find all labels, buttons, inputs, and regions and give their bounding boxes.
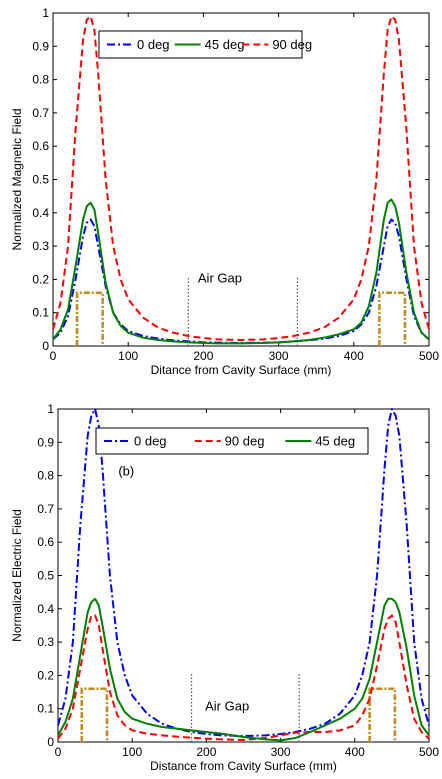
chart2-dielectric-region xyxy=(368,687,397,742)
chart2-y-tick-label: 0 xyxy=(47,735,54,749)
chart2-x-tick-label: 500 xyxy=(419,745,439,759)
chart2-y-tick-label: 0.1 xyxy=(37,702,54,716)
chart2-series-line xyxy=(57,614,430,741)
chart2-annotation: Air Gap xyxy=(205,698,249,713)
chart1-y-tick-label: 0.1 xyxy=(32,306,49,320)
chart1-series-line xyxy=(52,218,430,344)
chart2-legend-box xyxy=(95,427,369,455)
chart1-series-line xyxy=(52,15,430,342)
chart2-series-line xyxy=(57,408,430,738)
chart2-legend-label: 90 deg xyxy=(225,434,265,449)
chart2-x-tick-label: 0 xyxy=(55,745,62,759)
chart2-x-tick-label: 400 xyxy=(345,745,365,759)
chart2-y-tick-label: 0.5 xyxy=(37,569,54,583)
chart2-x-tick-label: 200 xyxy=(196,745,216,759)
chart2-y-axis-label: Normalized Electric Field xyxy=(10,509,24,642)
chart2-y-tick-label: 0.6 xyxy=(37,535,54,549)
chart1-y-tick-label: 0.9 xyxy=(32,39,49,53)
chart1-legend: 0 deg 45 deg 90 deg xyxy=(98,30,312,59)
chart2-y-tick-label: 0.3 xyxy=(37,635,54,649)
chart1-y-tick-label: 1 xyxy=(42,6,49,20)
chart1-y-tick-label: 0.6 xyxy=(32,139,49,153)
chart2-x-tick-label: 300 xyxy=(271,745,291,759)
chart2-legend-label: 0 deg xyxy=(134,434,167,449)
chart1-y-tick-label: 0 xyxy=(42,339,49,353)
chart1-y-tick-label: 0.2 xyxy=(32,272,49,286)
chart2-legend: 0 deg 90 deg 45 deg xyxy=(95,427,369,455)
chart1-x-tick-label: 300 xyxy=(269,349,289,363)
chart2-plot-area xyxy=(57,408,430,743)
chart1-plot-area xyxy=(52,12,430,347)
chart1-annotation: Air Gap xyxy=(198,271,242,286)
chart2-y-tick-label: 0.8 xyxy=(37,469,54,483)
chart2-annotation: (b) xyxy=(118,464,134,479)
chart1-y-tick-label: 0.8 xyxy=(32,73,49,87)
chart2-series-line xyxy=(57,597,430,742)
chart2-y-tick-label: 0.4 xyxy=(37,602,54,616)
chart1-series-line xyxy=(52,198,430,345)
chart2-legend-label: 45 deg xyxy=(315,434,355,449)
chart1-y-tick-label: 0.3 xyxy=(32,239,49,253)
chart1-dielectric-region xyxy=(378,291,407,346)
chart2-y-tick-label: 0.7 xyxy=(37,502,54,516)
chart1-x-tick-label: 200 xyxy=(193,349,213,363)
chart2-dielectric-region xyxy=(80,687,109,742)
chart1-y-tick-label: 0.5 xyxy=(32,173,49,187)
chart1-legend-label: 0 deg xyxy=(137,37,170,52)
chart1-x-tick-label: 400 xyxy=(344,349,364,363)
chart1-y-axis-label: Normalized Magnetic Field xyxy=(10,108,24,250)
chart1-y-tick-label: 0.4 xyxy=(32,206,49,220)
chart2-x-tick-label: 100 xyxy=(122,745,142,759)
chart2-y-tick-label: 0.2 xyxy=(37,668,54,682)
chart2-y-tick-label: 1 xyxy=(47,402,54,416)
chart2-panel: 0 100 200 300 400 500 0 0.1 0.2 0.3 0.4 0.5 0.6 0.7 0.… xyxy=(10,402,439,773)
chart1-x-tick-label: 100 xyxy=(118,349,138,363)
chart1-x-tick-label: 500 xyxy=(419,349,439,363)
chart1-dielectric-region xyxy=(75,291,104,346)
chart1-x-tick-label: 0 xyxy=(50,349,57,363)
chart1-legend-label: 90 deg xyxy=(272,37,312,52)
chart1-y-tick-label: 0.7 xyxy=(32,106,49,120)
chart2-y-tick-label: 0.9 xyxy=(37,435,54,449)
chart1-x-axis-label: Ditance from Cavity Surface (mm) xyxy=(151,363,332,377)
chart2-x-axis-label: Distance from Cavity Surface (mm) xyxy=(150,759,337,773)
chart1-legend-label: 45 deg xyxy=(205,37,245,52)
chart1-panel: 0 100 200 300 400 500 0 0.1 0.2 0.3 0.4 0.5 0.6 0.7 0.… xyxy=(10,6,439,377)
